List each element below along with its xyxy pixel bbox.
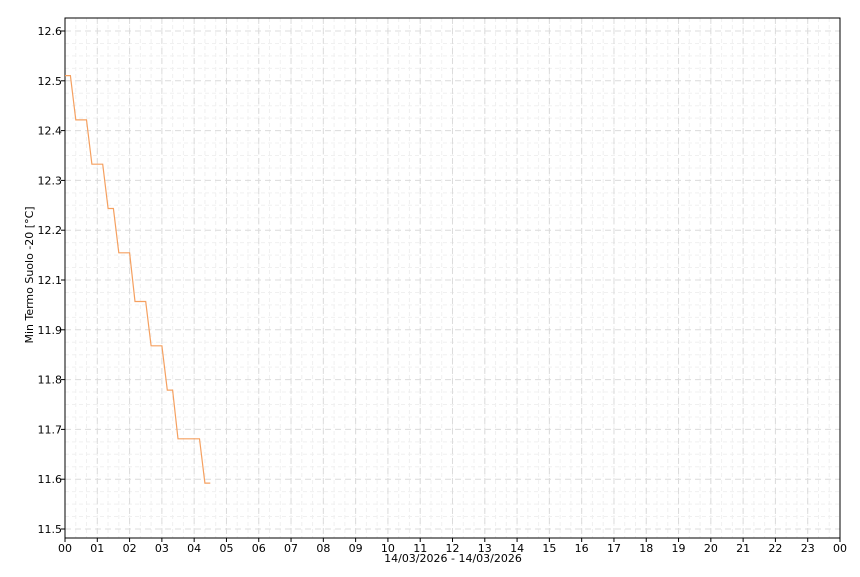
x-tick-label: 06 [252,542,266,555]
x-tick-label: 21 [736,542,750,555]
y-tick-label: 12.2 [38,224,63,237]
x-tick-label: 22 [768,542,782,555]
x-tick-label: 18 [639,542,653,555]
x-tick-label: 03 [155,542,169,555]
y-tick-label: 11.5 [38,523,63,536]
x-tick-label: 00 [58,542,72,555]
x-tick-label: 05 [219,542,233,555]
x-tick-label: 19 [672,542,686,555]
x-tick-label: 20 [704,542,718,555]
y-tick-label: 12.3 [38,174,63,187]
x-tick-label: 00 [833,542,847,555]
x-tick-label: 04 [187,542,201,555]
y-tick-label: 11.9 [38,324,63,337]
x-tick-label: 16 [575,542,589,555]
y-tick-label: 12.4 [38,125,63,138]
y-tick-label: 12.1 [38,274,63,287]
y-tick-label: 12.6 [38,25,63,38]
x-tick-label: 17 [607,542,621,555]
y-tick-label: 11.8 [38,374,63,387]
y-tick-label: 11.7 [38,423,63,436]
y-axis-label: Min Termo Suolo -20 [°C] [23,206,36,343]
x-tick-label: 23 [801,542,815,555]
y-tick-label: 11.6 [38,473,63,486]
x-tick-label: 02 [123,542,137,555]
x-axis-label: 14/03/2026 - 14/03/2026 [384,552,522,565]
x-tick-label: 01 [90,542,104,555]
x-tick-label: 09 [349,542,363,555]
y-tick-label: 12.5 [38,75,63,88]
x-tick-label: 08 [316,542,330,555]
grid [65,18,840,538]
x-tick-label: 07 [284,542,298,555]
x-tick-label: 15 [542,542,556,555]
